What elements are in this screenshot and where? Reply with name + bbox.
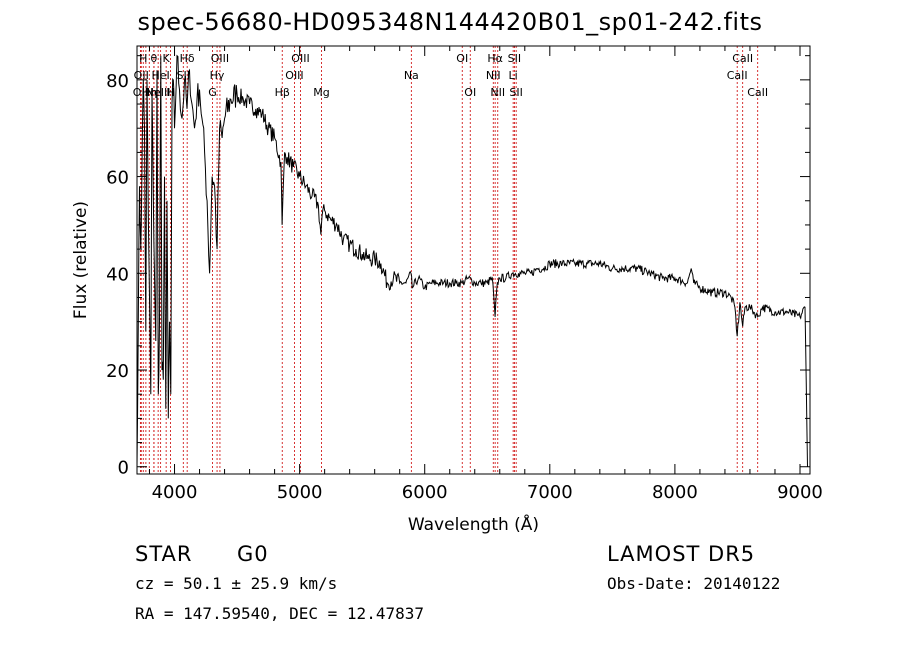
line-marker-label-21: OI — [456, 52, 468, 65]
line-marker-label-30: CaII — [732, 52, 753, 65]
chart-title: spec-56680-HD095348N144420B01_sp01-242.f… — [137, 8, 763, 36]
x-tick-label-2: 6000 — [402, 482, 448, 503]
line-marker-label-6: θ — [151, 52, 158, 65]
line-marker-label-13: G — [208, 86, 217, 99]
x-tick-label-0: 4000 — [152, 482, 198, 503]
line-markers — [139, 46, 759, 474]
x-axis: 4000 5000 6000 7000 8000 9000 — [149, 46, 823, 503]
line-marker-label-4: H — [145, 86, 153, 99]
y-axis-label: Flux (relative) — [71, 201, 91, 319]
line-marker-label-22: OI — [464, 86, 476, 99]
line-marker-label-5: η — [150, 86, 157, 99]
obs-date: Obs-Date: 20140122 — [607, 574, 781, 593]
plot-frame — [136, 45, 811, 475]
line-marker-label-16: Hβ — [275, 86, 290, 99]
line-marker-label-2: H — [139, 52, 147, 65]
line-marker-label-20: Na — [404, 69, 419, 82]
line-marker-label-31: CaII — [747, 86, 768, 99]
y-axis: 0 20 40 60 80 — [106, 55, 810, 479]
line-marker-label-28: SII — [509, 86, 522, 99]
y-tick-label-4: 80 — [106, 71, 129, 92]
line-marker-label-26: Li — [509, 69, 518, 82]
line-marker-label-24: Hα — [487, 52, 503, 65]
y-tick-label-3: 60 — [106, 168, 129, 189]
y-tick-label-1: 20 — [106, 361, 129, 382]
spectrum-line — [136, 54, 808, 467]
x-tick-label-1: 5000 — [277, 482, 323, 503]
line-marker-label-29: CaII — [727, 69, 748, 82]
y-tick-label-0: 0 — [118, 458, 129, 479]
class-label: STAR — [135, 542, 193, 566]
line-marker-label-18: OIII — [291, 52, 309, 65]
line-marker-label-17: OIII — [285, 69, 303, 82]
subclass-label: G0 — [237, 542, 269, 566]
line-marker-label-14: Hγ — [210, 69, 225, 82]
line-marker-label-10: H — [166, 86, 174, 99]
line-marker-label-25: NII — [490, 86, 505, 99]
line-marker-label-3: H — [142, 86, 150, 99]
line-marker-labels: OIIOIIHHHηθNeIIIHeIKHSIIHδGHγOIIIHβOIIIO… — [133, 52, 768, 99]
line-marker-label-9: K — [163, 52, 171, 65]
cz-value: cz = 50.1 ± 25.9 km/s — [135, 574, 338, 593]
coordinates: RA = 147.59540, DEC = 12.47837 — [135, 604, 424, 623]
line-marker-label-27: SII — [508, 52, 521, 65]
x-axis-label: Wavelength (Å) — [408, 513, 539, 535]
line-marker-label-12: Hδ — [180, 52, 195, 65]
line-marker-label-19: Mg — [313, 86, 329, 99]
survey-label: LAMOST DR5 — [607, 542, 756, 566]
x-tick-label-3: 7000 — [527, 482, 573, 503]
line-marker-label-11: SII — [177, 69, 190, 82]
line-marker-label-23: NII — [486, 69, 501, 82]
x-tick-label-4: 8000 — [652, 482, 698, 503]
y-tick-label-2: 40 — [106, 264, 129, 285]
x-tick-label-5: 9000 — [777, 482, 823, 503]
line-marker-label-15: OIII — [211, 52, 229, 65]
